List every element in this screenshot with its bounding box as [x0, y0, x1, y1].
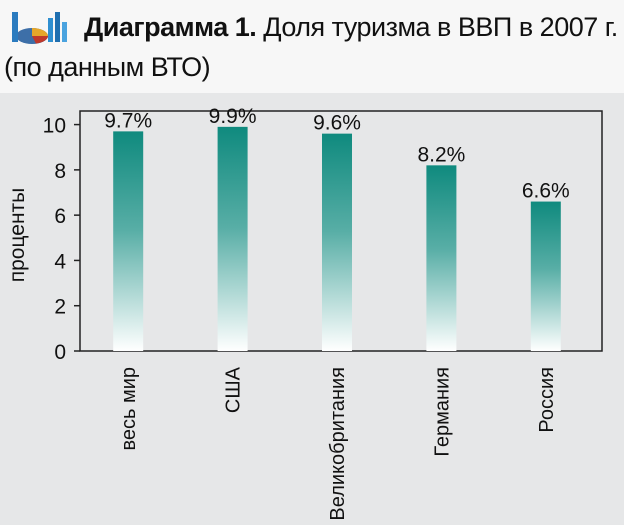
x-tick-label: Россия — [536, 367, 558, 433]
bar-value-label: 6.6% — [522, 180, 570, 203]
y-tick-label: 6 — [54, 205, 66, 228]
bar-value-label: 9.9% — [209, 105, 257, 128]
x-tick-label: Великобритания — [327, 367, 349, 521]
bar — [426, 165, 457, 351]
y-tick-label: 8 — [54, 160, 66, 183]
x-tick-label: весь мир — [118, 367, 140, 451]
chart-subtitle: (по данным ВТО) — [4, 52, 211, 82]
chart-title-text: Доля туризма в ВВП в 2007 г. — [263, 12, 618, 42]
y-axis-label: проценты — [6, 188, 29, 283]
y-tick-label: 0 — [54, 341, 66, 364]
bar — [322, 133, 352, 351]
bar — [217, 126, 248, 351]
chart-icon — [12, 12, 67, 44]
bars — [113, 126, 561, 351]
bar-value-label: 9.7% — [104, 109, 152, 132]
bar — [530, 201, 561, 351]
x-tick-label: Германия — [431, 367, 453, 457]
header: Диаграмма 1. Доля туризма в ВВП в 2007 г… — [0, 0, 624, 93]
axes: 0 2 4 6 8 10 проценты — [6, 110, 603, 364]
bar — [113, 131, 144, 351]
chart-title: Диаграмма 1. Доля туризма в ВВП в 2007 г… — [84, 12, 618, 43]
labels: 9.7% весь мир 9.9% США 9.6% Великобритания 8.2… — [104, 105, 569, 521]
x-tick-label: США — [223, 366, 245, 413]
bar-value-label: 8.2% — [417, 143, 465, 166]
chart-title-number: Диаграмма 1. — [84, 12, 257, 42]
y-tick-label: 10 — [43, 115, 66, 138]
y-tick-label: 2 — [54, 296, 66, 319]
y-tick-label: 4 — [54, 250, 66, 273]
bar-chart: 0 2 4 6 8 10 проценты 9.7% весь мир 9.9% США 9.6% В… — [6, 105, 603, 521]
bar-value-label: 9.6% — [313, 112, 361, 135]
